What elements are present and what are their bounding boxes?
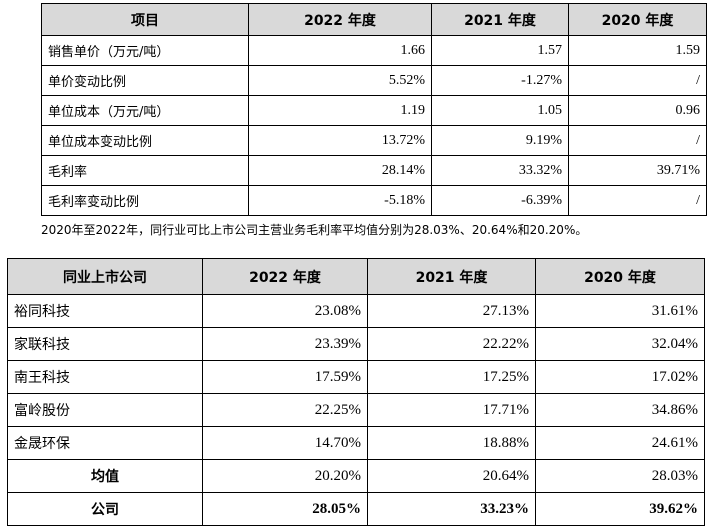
average-label: 均值 (7, 459, 203, 493)
header-cell: 2021 年度 (367, 258, 536, 295)
value-cell: 32.04% (535, 327, 705, 361)
value-cell: 23.08% (202, 294, 368, 328)
value-cell: 13.72% (248, 125, 432, 156)
row-label: 毛利率 (41, 155, 249, 186)
value-cell: -6.39% (431, 185, 569, 216)
header-cell: 2020 年度 (535, 258, 705, 295)
header-row: 项目 2022 年度 2021 年度 2020 年度 (41, 3, 707, 36)
row-label: 单位成本变动比例 (41, 125, 249, 156)
table-row: 富岭股份 22.25% 17.71% 34.86% (7, 393, 705, 427)
value-cell: 17.25% (367, 360, 536, 394)
value-cell: 17.71% (367, 393, 536, 427)
peer-comparison-table: 同业上市公司 2022 年度 2021 年度 2020 年度 裕同科技 23.0… (7, 258, 705, 526)
value-cell: 18.88% (367, 426, 536, 460)
header-cell: 同业上市公司 (7, 258, 203, 295)
value-cell: / (568, 185, 707, 216)
company-name: 富岭股份 (7, 393, 203, 427)
header-cell: 2022 年度 (202, 258, 368, 295)
value-cell: 1.19 (248, 95, 432, 126)
value-cell: / (568, 125, 707, 156)
value-cell: 20.20% (202, 459, 368, 493)
value-cell: 22.22% (367, 327, 536, 361)
table-row: 裕同科技 23.08% 27.13% 31.61% (7, 294, 705, 328)
table-row: 家联科技 23.39% 22.22% 32.04% (7, 327, 705, 361)
value-cell: 39.62% (535, 492, 705, 526)
header-cell: 项目 (41, 3, 249, 36)
value-cell: 1.66 (248, 35, 432, 66)
value-cell: 27.13% (367, 294, 536, 328)
value-cell: / (568, 65, 707, 96)
value-cell: 17.59% (202, 360, 368, 394)
company-name: 金晟环保 (7, 426, 203, 460)
header-cell: 2020 年度 (568, 3, 707, 36)
company-label: 公司 (7, 492, 203, 526)
value-cell: 5.52% (248, 65, 432, 96)
value-cell: 20.64% (367, 459, 536, 493)
value-cell: -5.18% (248, 185, 432, 216)
average-row: 均值 20.20% 20.64% 28.03% (7, 459, 705, 493)
value-cell: 22.25% (202, 393, 368, 427)
table-row: 单位成本（万元/吨） 1.19 1.05 0.96 (41, 95, 707, 126)
table-row: 单位成本变动比例 13.72% 9.19% / (41, 125, 707, 156)
value-cell: 24.61% (535, 426, 705, 460)
value-cell: -1.27% (431, 65, 569, 96)
value-cell: 14.70% (202, 426, 368, 460)
company-row: 公司 28.05% 33.23% 39.62% (7, 492, 705, 526)
table-row: 单价变动比例 5.52% -1.27% / (41, 65, 707, 96)
row-label: 毛利率变动比例 (41, 185, 249, 216)
value-cell: 1.57 (431, 35, 569, 66)
table-row: 销售单价（万元/吨） 1.66 1.57 1.59 (41, 35, 707, 66)
value-cell: 33.23% (367, 492, 536, 526)
value-cell: 34.86% (535, 393, 705, 427)
value-cell: 17.02% (535, 360, 705, 394)
value-cell: 1.05 (431, 95, 569, 126)
value-cell: 0.96 (568, 95, 707, 126)
header-cell: 2021 年度 (431, 3, 569, 36)
row-label: 单价变动比例 (41, 65, 249, 96)
company-name: 家联科技 (7, 327, 203, 361)
unit-price-cost-table: 项目 2022 年度 2021 年度 2020 年度 销售单价（万元/吨） 1.… (41, 3, 707, 216)
header-cell: 2022 年度 (248, 3, 432, 36)
header-row: 同业上市公司 2022 年度 2021 年度 2020 年度 (7, 258, 705, 295)
table-row: 南王科技 17.59% 17.25% 17.02% (7, 360, 705, 394)
value-cell: 31.61% (535, 294, 705, 328)
table-row: 毛利率变动比例 -5.18% -6.39% / (41, 185, 707, 216)
company-name: 裕同科技 (7, 294, 203, 328)
row-label: 单位成本（万元/吨） (41, 95, 249, 126)
value-cell: 28.03% (535, 459, 705, 493)
value-cell: 9.19% (431, 125, 569, 156)
value-cell: 23.39% (202, 327, 368, 361)
value-cell: 28.14% (248, 155, 432, 186)
value-cell: 39.71% (568, 155, 707, 186)
company-name: 南王科技 (7, 360, 203, 394)
row-label: 销售单价（万元/吨） (41, 35, 249, 66)
value-cell: 1.59 (568, 35, 707, 66)
table-row: 金晟环保 14.70% 18.88% 24.61% (7, 426, 705, 460)
note-text: 2020年至2022年，同行业可比上市公司主营业务毛利率平均值分别为28.03%… (41, 223, 588, 237)
value-cell: 28.05% (202, 492, 368, 526)
value-cell: 33.32% (431, 155, 569, 186)
table-row: 毛利率 28.14% 33.32% 39.71% (41, 155, 707, 186)
